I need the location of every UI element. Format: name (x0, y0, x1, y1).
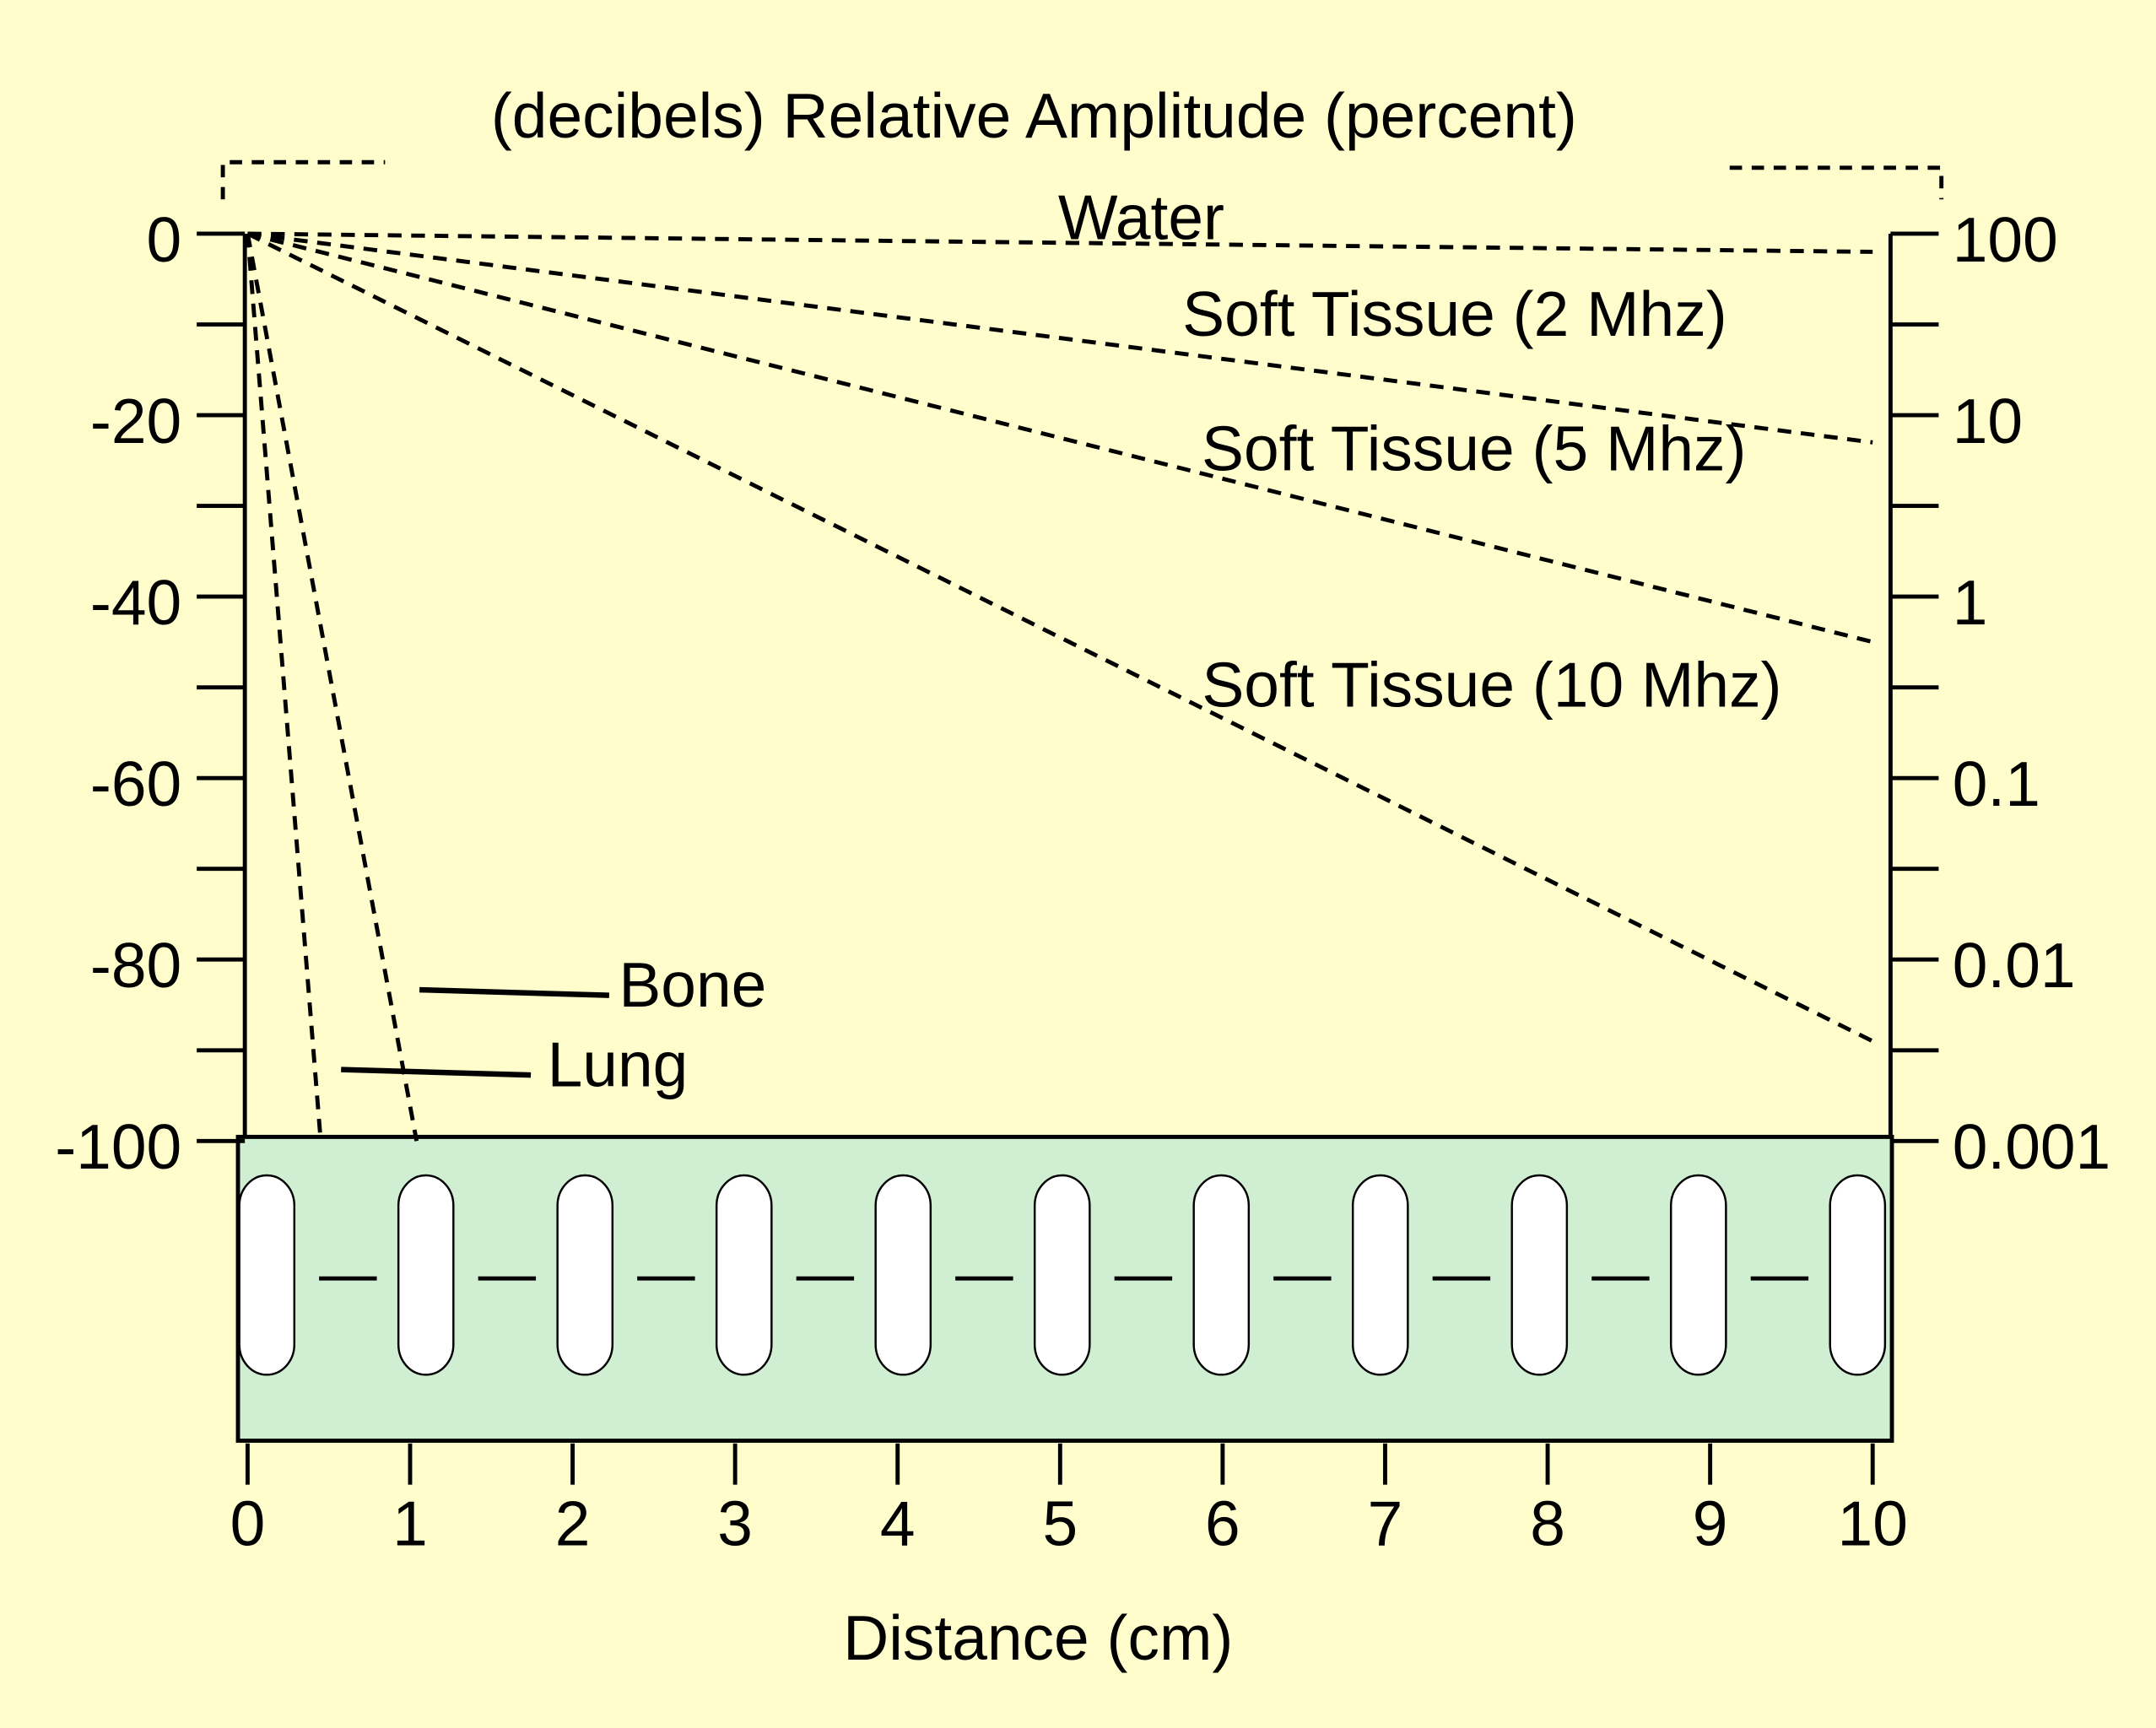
series-label: Water (1058, 182, 1224, 253)
x-tick-label: 6 (1205, 1488, 1240, 1559)
transducer (235, 1134, 1894, 1443)
label-leader (341, 1066, 532, 1078)
series-line (246, 233, 419, 1142)
x-tick-label: 9 (1693, 1488, 1728, 1559)
series-label: Soft Tissue (5 Mhz) (1202, 413, 1746, 483)
y2-tick-label: 100 (1953, 204, 2058, 275)
series-label: Bone (619, 949, 766, 1020)
chart-title: (decibels) Relative Amplitude (percent) (491, 80, 1577, 151)
transducer-element (397, 1174, 455, 1376)
y-tick-label: -40 (90, 567, 181, 638)
x-tick-label: 8 (1530, 1488, 1565, 1559)
y2-tick-label: 0.1 (1953, 748, 2040, 819)
x-tick-label: 0 (230, 1488, 266, 1559)
series-label: Lung (548, 1029, 689, 1099)
y-tick-label: -80 (90, 930, 181, 1001)
transducer-element (1351, 1174, 1409, 1376)
series-label: Soft Tissue (10 Mhz) (1202, 650, 1781, 721)
label-leader (419, 986, 610, 998)
x-tick-label: 7 (1368, 1488, 1403, 1559)
y2-tick-label: 10 (1953, 386, 2023, 456)
transducer-element (238, 1174, 296, 1376)
y-tick-label: -20 (90, 386, 181, 456)
y-tick-label: -100 (55, 1111, 181, 1182)
transducer-element (874, 1174, 932, 1376)
transducer-element (1829, 1174, 1887, 1376)
y-tick-label: -60 (90, 748, 181, 819)
x-tick-label: 2 (555, 1488, 591, 1559)
series-line (247, 231, 1873, 445)
transducer-element (1510, 1174, 1569, 1376)
series-label: Soft Tissue (2 Mhz) (1182, 278, 1727, 349)
y2-tick-label: 1 (1953, 567, 1988, 638)
series-line (245, 233, 323, 1142)
y2-tick-label: 0.01 (1953, 930, 2076, 1001)
x-tick-label: 3 (717, 1488, 753, 1559)
title-bracket (220, 159, 1944, 200)
x-tick-label: 5 (1042, 1488, 1078, 1559)
transducer-element (1192, 1174, 1251, 1376)
transducer-element (1033, 1174, 1091, 1376)
x-tick-label: 10 (1838, 1488, 1908, 1559)
x-tick-label: 4 (880, 1488, 916, 1559)
y2-tick-label: 0.001 (1953, 1111, 2111, 1182)
y-tick-label: 0 (147, 204, 182, 275)
x-axis-label: Distance (cm) (843, 1602, 1233, 1673)
x-tick-label: 1 (392, 1488, 428, 1559)
transducer-element (1669, 1174, 1727, 1376)
transducer-element (556, 1174, 614, 1376)
transducer-element (715, 1174, 773, 1376)
